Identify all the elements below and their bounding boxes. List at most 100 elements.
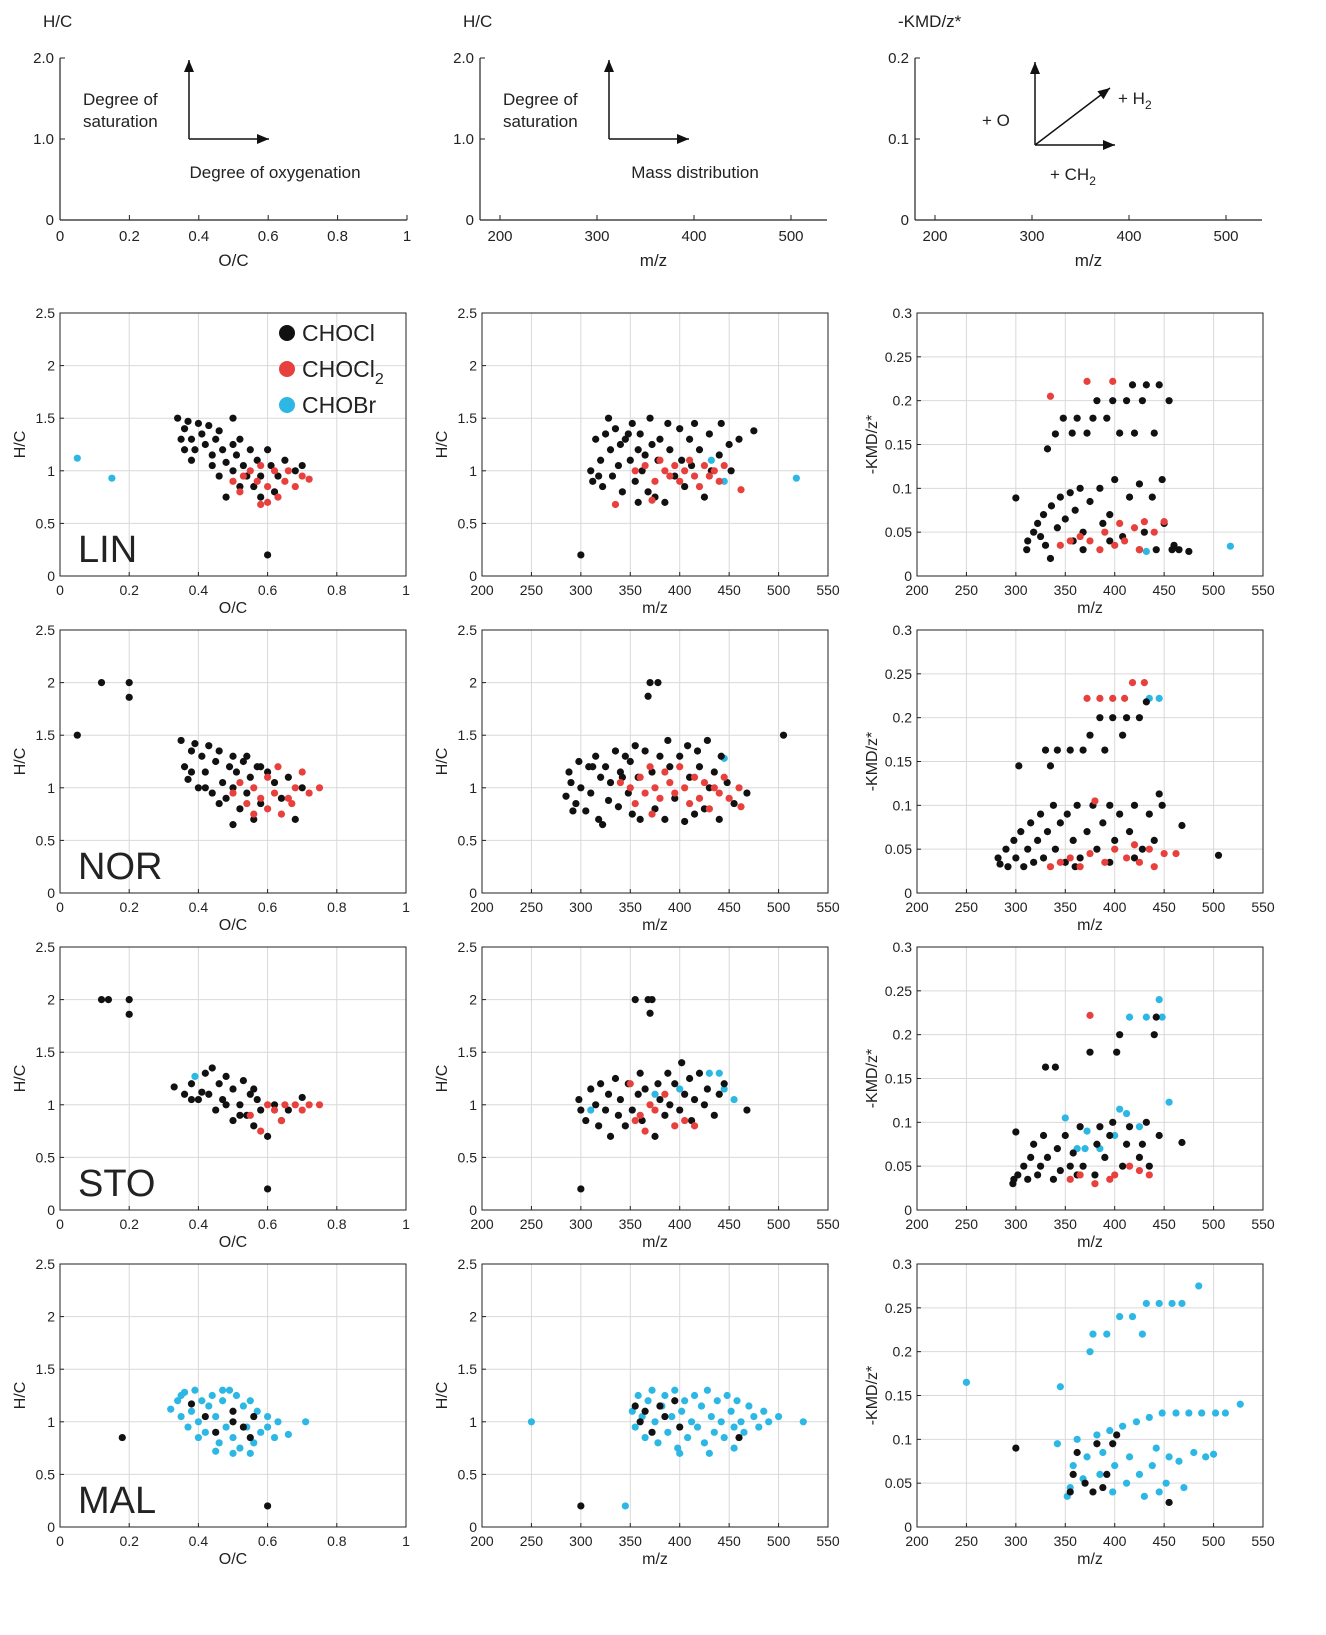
point-chocl2: [1130, 841, 1139, 849]
point-chocl: [750, 427, 758, 435]
x-tick-label: 0: [56, 1216, 64, 1232]
o-label: + O: [982, 111, 1010, 130]
point-chocl: [201, 1069, 209, 1077]
point-chocl2: [641, 789, 649, 797]
point-chocl: [1047, 502, 1056, 510]
point-chocl: [1041, 1063, 1050, 1071]
point-chocl: [205, 742, 213, 750]
y-tick-label: 2.5: [36, 305, 56, 321]
point-chocl: [599, 821, 607, 829]
point-chobr: [678, 1407, 686, 1415]
saturation-arrow-head: [604, 60, 614, 72]
point-chocl: [187, 456, 196, 464]
point-chocl: [1036, 810, 1045, 818]
point-chocl2: [681, 467, 689, 475]
point-chocl: [232, 451, 241, 459]
y-tick-label: 1.5: [36, 410, 56, 426]
point-chocl: [1039, 854, 1048, 862]
point-chocl2: [239, 472, 247, 480]
point-chocl2: [636, 1111, 644, 1119]
point-chocl: [194, 1095, 202, 1104]
x-axis-label: m/z: [642, 600, 668, 617]
y-axis-label: H/C: [434, 431, 451, 459]
point-chocl: [710, 1111, 718, 1119]
point-chobr: [219, 1397, 227, 1405]
y-tick-label: 0: [469, 568, 477, 584]
x-tick-label: 350: [619, 899, 643, 915]
point-chobr: [194, 1433, 202, 1442]
point-chocl2: [1056, 858, 1064, 866]
schematic-y-tick-label: 2.0: [33, 50, 54, 67]
point-chocl2: [1116, 519, 1124, 528]
point-chocl: [1069, 836, 1077, 845]
point-chocl: [1113, 1431, 1121, 1439]
point-chocl: [641, 1085, 649, 1093]
point-chocl2: [681, 1116, 689, 1125]
point-chobr: [703, 1386, 711, 1394]
point-chocl2: [671, 1122, 679, 1130]
point-chobr: [651, 1418, 659, 1426]
point-chobr: [1209, 1450, 1218, 1458]
point-chocl: [1128, 381, 1137, 389]
point-chocl2: [1083, 694, 1091, 702]
point-chobr: [1175, 1457, 1183, 1465]
point-chocl: [191, 740, 199, 748]
y-tick-label: 2: [47, 675, 55, 691]
point-chobr: [264, 1412, 272, 1421]
point-chocl: [1015, 762, 1023, 770]
point-chocl: [1138, 397, 1146, 405]
point-chocl: [208, 451, 216, 459]
point-chocl: [1049, 801, 1058, 809]
point-chocl2: [616, 778, 625, 787]
x-tick-label: 0.4: [189, 1216, 209, 1232]
x-tick-label: 0.4: [189, 1533, 209, 1549]
x-tick-label: 200: [470, 1533, 494, 1549]
up-label-line2: saturation: [503, 112, 578, 131]
point-chobr: [717, 1418, 725, 1426]
point-chocl2: [641, 1127, 649, 1135]
point-chocl2: [257, 794, 265, 802]
point-chobr: [634, 1391, 642, 1400]
point-chocl2: [277, 1116, 286, 1125]
y-tick-label: 0.25: [885, 666, 912, 682]
point-chobr: [1226, 542, 1234, 550]
point-chocl: [700, 1101, 709, 1109]
point-chocl: [264, 551, 272, 559]
x-tick-label: 250: [955, 899, 979, 915]
point-chocl: [1119, 1162, 1127, 1170]
point-chobr: [73, 454, 81, 462]
x-tick-label: 0.4: [189, 899, 209, 915]
point-chocl: [1142, 1118, 1150, 1126]
legend-label-chocl: CHOCl: [302, 320, 375, 346]
point-chobr: [1165, 1453, 1173, 1461]
right-label: Mass distribution: [631, 163, 759, 182]
point-chocl2: [277, 810, 286, 818]
point-chocl2: [690, 1122, 699, 1130]
x-tick-label: 400: [668, 1533, 692, 1549]
point-chocl: [1185, 547, 1193, 556]
point-chobr: [246, 1449, 254, 1457]
point-chocl: [1036, 532, 1045, 541]
schematic-x-tick-label: 400: [1116, 228, 1141, 245]
point-chobr: [651, 1090, 659, 1098]
y-tick-label: 2: [469, 1309, 477, 1325]
h2-label: + H2: [1118, 89, 1152, 112]
point-chocl: [1063, 810, 1071, 818]
point-chocl: [1034, 519, 1042, 528]
point-chocl: [1165, 397, 1173, 405]
point-chocl: [187, 768, 196, 776]
x-tick-label: 500: [767, 1216, 791, 1232]
point-chocl: [1020, 863, 1028, 871]
point-chobr: [527, 1418, 536, 1426]
x-tick-label: 500: [1202, 582, 1226, 598]
point-chocl2: [700, 778, 709, 787]
y-tick-label: 0.1: [893, 480, 913, 496]
point-chocl: [735, 435, 743, 443]
point-chobr: [187, 1407, 196, 1415]
panel-sto-mz: 200 250 300 350 400 450 500 550 0 0.5 1 1.5 2 2.5 m/z H…: [434, 939, 840, 1251]
point-chobr: [710, 1428, 718, 1436]
y-tick-label: 0.25: [885, 983, 912, 999]
point-chocl: [253, 1095, 261, 1104]
point-chocl: [198, 430, 206, 438]
point-chobr: [1138, 1330, 1146, 1338]
